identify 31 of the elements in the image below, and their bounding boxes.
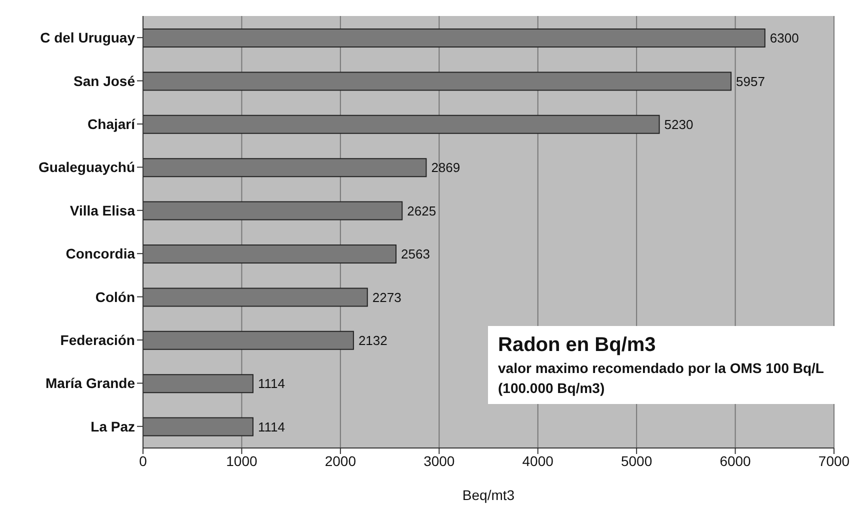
y-tick-label: Villa Elisa	[70, 202, 136, 218]
x-tick-label: 7000	[818, 452, 850, 469]
data-label: 2625	[407, 203, 436, 218]
y-tick-label: Federación	[60, 332, 135, 348]
y-tick-label: Gualeguaychú	[38, 159, 135, 176]
annotation: valor maximo recomendado por la OMS 100 Bq/L (100.000 Bq/m3)	[498, 359, 825, 398]
y-tick-label: C del Uruguay	[40, 30, 136, 46]
data-label: 5957	[736, 74, 765, 89]
x-tick-label: 3000	[424, 452, 455, 469]
y-tick-label: La Paz	[90, 418, 135, 434]
x-axis-title: Beq/mt3	[462, 487, 515, 503]
data-label: 6300	[770, 30, 799, 46]
data-label: 2273	[372, 290, 402, 305]
x-tick-label: 4000	[522, 452, 554, 469]
data-label: 1114	[258, 376, 285, 392]
data-label: 2132	[358, 333, 388, 348]
x-tick-label: 1000	[226, 452, 258, 469]
data-label: 2869	[431, 160, 460, 176]
annotation: Radon en Bq/m3	[498, 333, 657, 358]
data-label: 5230	[664, 117, 694, 132]
y-tick-label: María Grande	[46, 375, 136, 392]
y-tick-label: San José	[74, 72, 136, 89]
x-tick-label: 0	[139, 452, 148, 469]
x-tick-label: 5000	[620, 452, 652, 469]
x-tick-label: 2000	[324, 452, 356, 469]
y-tick-label: Chajarí	[88, 116, 136, 132]
x-tick-label: 6000	[720, 452, 752, 469]
data-label: 1114	[258, 419, 285, 434]
y-tick-label: Concordia	[66, 246, 136, 262]
y-tick-label: Colón	[95, 288, 135, 305]
data-label: 2563	[401, 246, 430, 262]
